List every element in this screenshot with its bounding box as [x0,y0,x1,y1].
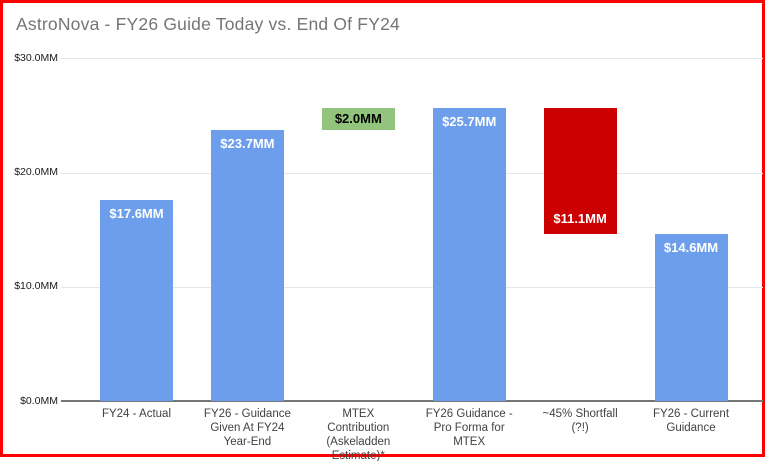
bar-value-label: $17.6MM [109,206,164,221]
bar-value-label: $11.1MM [553,211,607,227]
bar-value-label: $23.7MM [220,136,275,152]
gridline [61,286,763,288]
bar-4: $25.7MM [432,107,506,401]
x-axis-label-line: Contribution [327,422,390,434]
bar-6: $14.6MM [654,234,728,401]
x-axis-label-line: FY26 - Current [652,408,730,420]
bar-value-label: $25.7MM [442,113,497,129]
bar-2: $23.7MM [210,130,284,401]
y-tick-label: $0.0MM [20,394,58,407]
y-tick-label: $30.0MM [14,51,58,64]
x-axis-label-line: MTEX [342,408,375,420]
gridline [61,58,763,60]
x-axis-label-line: Pro Forma for [433,422,505,434]
plot-area: $30.0MM $20.0MM $10.0MM $0.0MM $17.6MM FY24 -… [3,3,768,461]
x-axis-label: ~45% Shortfall (?!) [518,407,642,435]
x-axis-label-line: FY26 - Guidance [203,408,291,420]
x-axis-label: FY26 - Current Guidance [629,407,753,435]
x-axis-label-line: Guidance [666,422,716,434]
bar-1: $17.6MM [100,200,173,401]
x-axis-label: FY26 - Guidance Given At FY24 Year-End [185,407,309,449]
x-axis-label-line: ~45% Shortfall [542,408,618,420]
x-axis-label-line: Year-End [223,436,272,448]
bar-5: $11.1MM [543,107,617,235]
chart-title: AstroNova - FY26 Guide Today vs. End Of … [16,14,400,34]
x-axis-label: MTEX Contribution (Askeladden Estimate)* [296,407,420,461]
x-axis-label-line: FY24 - Actual [101,408,172,420]
x-axis-label-line: (?!) [571,422,589,434]
x-axis-line [61,400,763,402]
x-axis-label-line: (Askeladden [326,436,391,448]
bar-value-label: $2.0MM [334,111,382,127]
x-axis-label: FY26 Guidance - Pro Forma for MTEX [407,407,531,449]
y-tick-label: $10.0MM [14,280,58,293]
bar-3: $2.0MM [321,107,395,131]
y-tick-label: $20.0MM [14,166,58,179]
x-axis-label-line: FY26 Guidance - [425,408,513,420]
x-axis-label-line: Given At FY24 [210,422,285,434]
bar-value-label: $14.6MM [663,240,719,256]
x-axis-label-line: Estimate)* [331,450,385,461]
x-axis-label: FY24 - Actual [75,407,199,421]
gridline [61,172,763,174]
x-axis-label-line: MTEX [453,436,486,448]
